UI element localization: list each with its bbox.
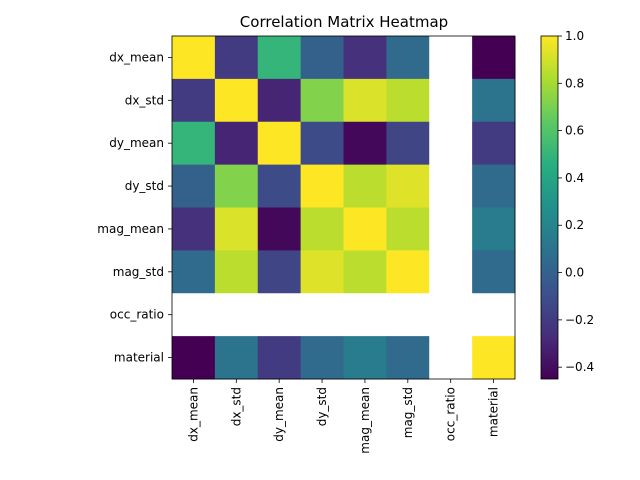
colorbar-tick-label: 0.4 [565, 171, 584, 185]
y-tick-label: dx_mean [109, 50, 164, 64]
heatmap-cell [172, 121, 216, 166]
x-tick-label: mag_mean [358, 387, 372, 454]
heatmap-cell [300, 121, 344, 166]
heatmap-cell [257, 121, 302, 166]
heatmap-cell [472, 207, 516, 251]
heatmap-cell [214, 36, 259, 80]
heatmap-cell [172, 250, 216, 294]
heatmap-cell [343, 336, 387, 380]
heatmap-cell [214, 293, 259, 337]
x-tick-label: dx_std [229, 387, 243, 426]
heatmap-cell [300, 207, 344, 251]
heatmap-cell [472, 36, 516, 80]
colorbar-tick-label: 0.2 [565, 218, 584, 232]
heatmap-cell [386, 164, 430, 208]
heatmap-cell [343, 293, 387, 337]
heatmap-cell [429, 293, 473, 337]
x-tick-label: dx_mean [186, 387, 200, 442]
x-axis: dx_mean dx_std dy_mean dy_std mag_mean mag_st… [186, 379, 501, 454]
heatmap-cell [214, 164, 259, 208]
heatmap-cell [300, 36, 344, 80]
heatmap-cell [386, 78, 430, 123]
heatmap-cell [386, 36, 430, 80]
colorbar-tick-label: 1.0 [565, 29, 584, 43]
heatmap-cell [386, 207, 430, 251]
heatmap-cell [343, 250, 387, 294]
heatmap-cell [172, 164, 216, 208]
colorbar-tick-label: 0.6 [565, 124, 584, 138]
colorbar-tick-label: −0.2 [565, 313, 594, 327]
heatmap-cell [172, 207, 216, 251]
x-tick-label: material [487, 387, 501, 437]
heatmap-cell [172, 336, 216, 380]
heatmap-cell [300, 336, 344, 380]
heatmap-cell [343, 207, 387, 251]
heatmap-cell [172, 36, 216, 80]
y-tick-label: mag_mean [97, 222, 164, 236]
heatmap-cell [257, 336, 302, 380]
heatmap-cell [214, 250, 259, 294]
colorbar-tick-label: −0.4 [565, 360, 594, 374]
heatmap-cell [172, 293, 216, 337]
heatmap-cell [214, 121, 259, 166]
heatmap-cell [214, 336, 259, 380]
heatmap-cell [300, 250, 344, 294]
heatmap-cell [386, 293, 430, 337]
colorbar [541, 36, 558, 379]
heatmap-cell [343, 78, 387, 123]
heatmap-cell [472, 336, 516, 380]
heatmap-cell [386, 336, 430, 380]
heatmap-cell [429, 164, 473, 208]
heatmap-cell [429, 78, 473, 123]
heatmap-cell [386, 250, 430, 294]
heatmap-cell [429, 336, 473, 380]
chart-title: Correlation Matrix Heatmap [240, 13, 448, 31]
y-tick-label: dy_mean [109, 136, 164, 150]
heatmap-cell [429, 207, 473, 251]
heatmap-cells [172, 36, 516, 380]
heatmap-cell [429, 36, 473, 80]
heatmap-cell [257, 293, 302, 337]
heatmap-cell [214, 207, 259, 251]
heatmap-cell [343, 121, 387, 166]
y-tick-label: dx_std [125, 93, 164, 107]
heatmap-cell [300, 78, 344, 123]
heatmap-cell [257, 207, 302, 251]
heatmap-cell [343, 164, 387, 208]
heatmap-cell [472, 78, 516, 123]
x-tick-label: dy_std [315, 387, 329, 426]
heatmap-cell [429, 121, 473, 166]
heatmap-cell [472, 121, 516, 166]
heatmap-cell [386, 121, 430, 166]
heatmap-cell [257, 250, 302, 294]
plot-frame [171, 35, 516, 380]
heatmap-cell [472, 250, 516, 294]
heatmap-cell [172, 78, 216, 123]
colorbar-frame [540, 35, 559, 380]
heatmap-cell [472, 164, 516, 208]
y-tick-label: occ_ratio [110, 308, 164, 322]
y-tick-label: material [114, 351, 164, 365]
heatmap-cell [343, 36, 387, 80]
colorbar-tick-label: 0.0 [565, 266, 584, 280]
heatmap-cell [429, 250, 473, 294]
x-tick-label: mag_std [401, 387, 415, 438]
x-tick-label: occ_ratio [444, 387, 458, 441]
heatmap-cell [257, 164, 302, 208]
colorbar-tick-label: 0.8 [565, 76, 584, 90]
x-tick-label: dy_mean [272, 387, 286, 442]
heatmap-cell [257, 78, 302, 123]
heatmap-cell [214, 78, 259, 123]
heatmap-cell [300, 293, 344, 337]
heatmap-cell [472, 293, 516, 337]
colorbar-axis: 1.0 0.8 0.6 0.4 0.2 0.0 −0.2 −0.4 [558, 29, 594, 374]
y-axis: dx_mean dx_std dy_mean dy_std mag_mean mag_st… [97, 50, 172, 365]
heatmap-cell [257, 36, 302, 80]
y-tick-label: mag_std [113, 265, 164, 279]
heatmap-cell [300, 164, 344, 208]
y-tick-label: dy_std [125, 179, 164, 193]
